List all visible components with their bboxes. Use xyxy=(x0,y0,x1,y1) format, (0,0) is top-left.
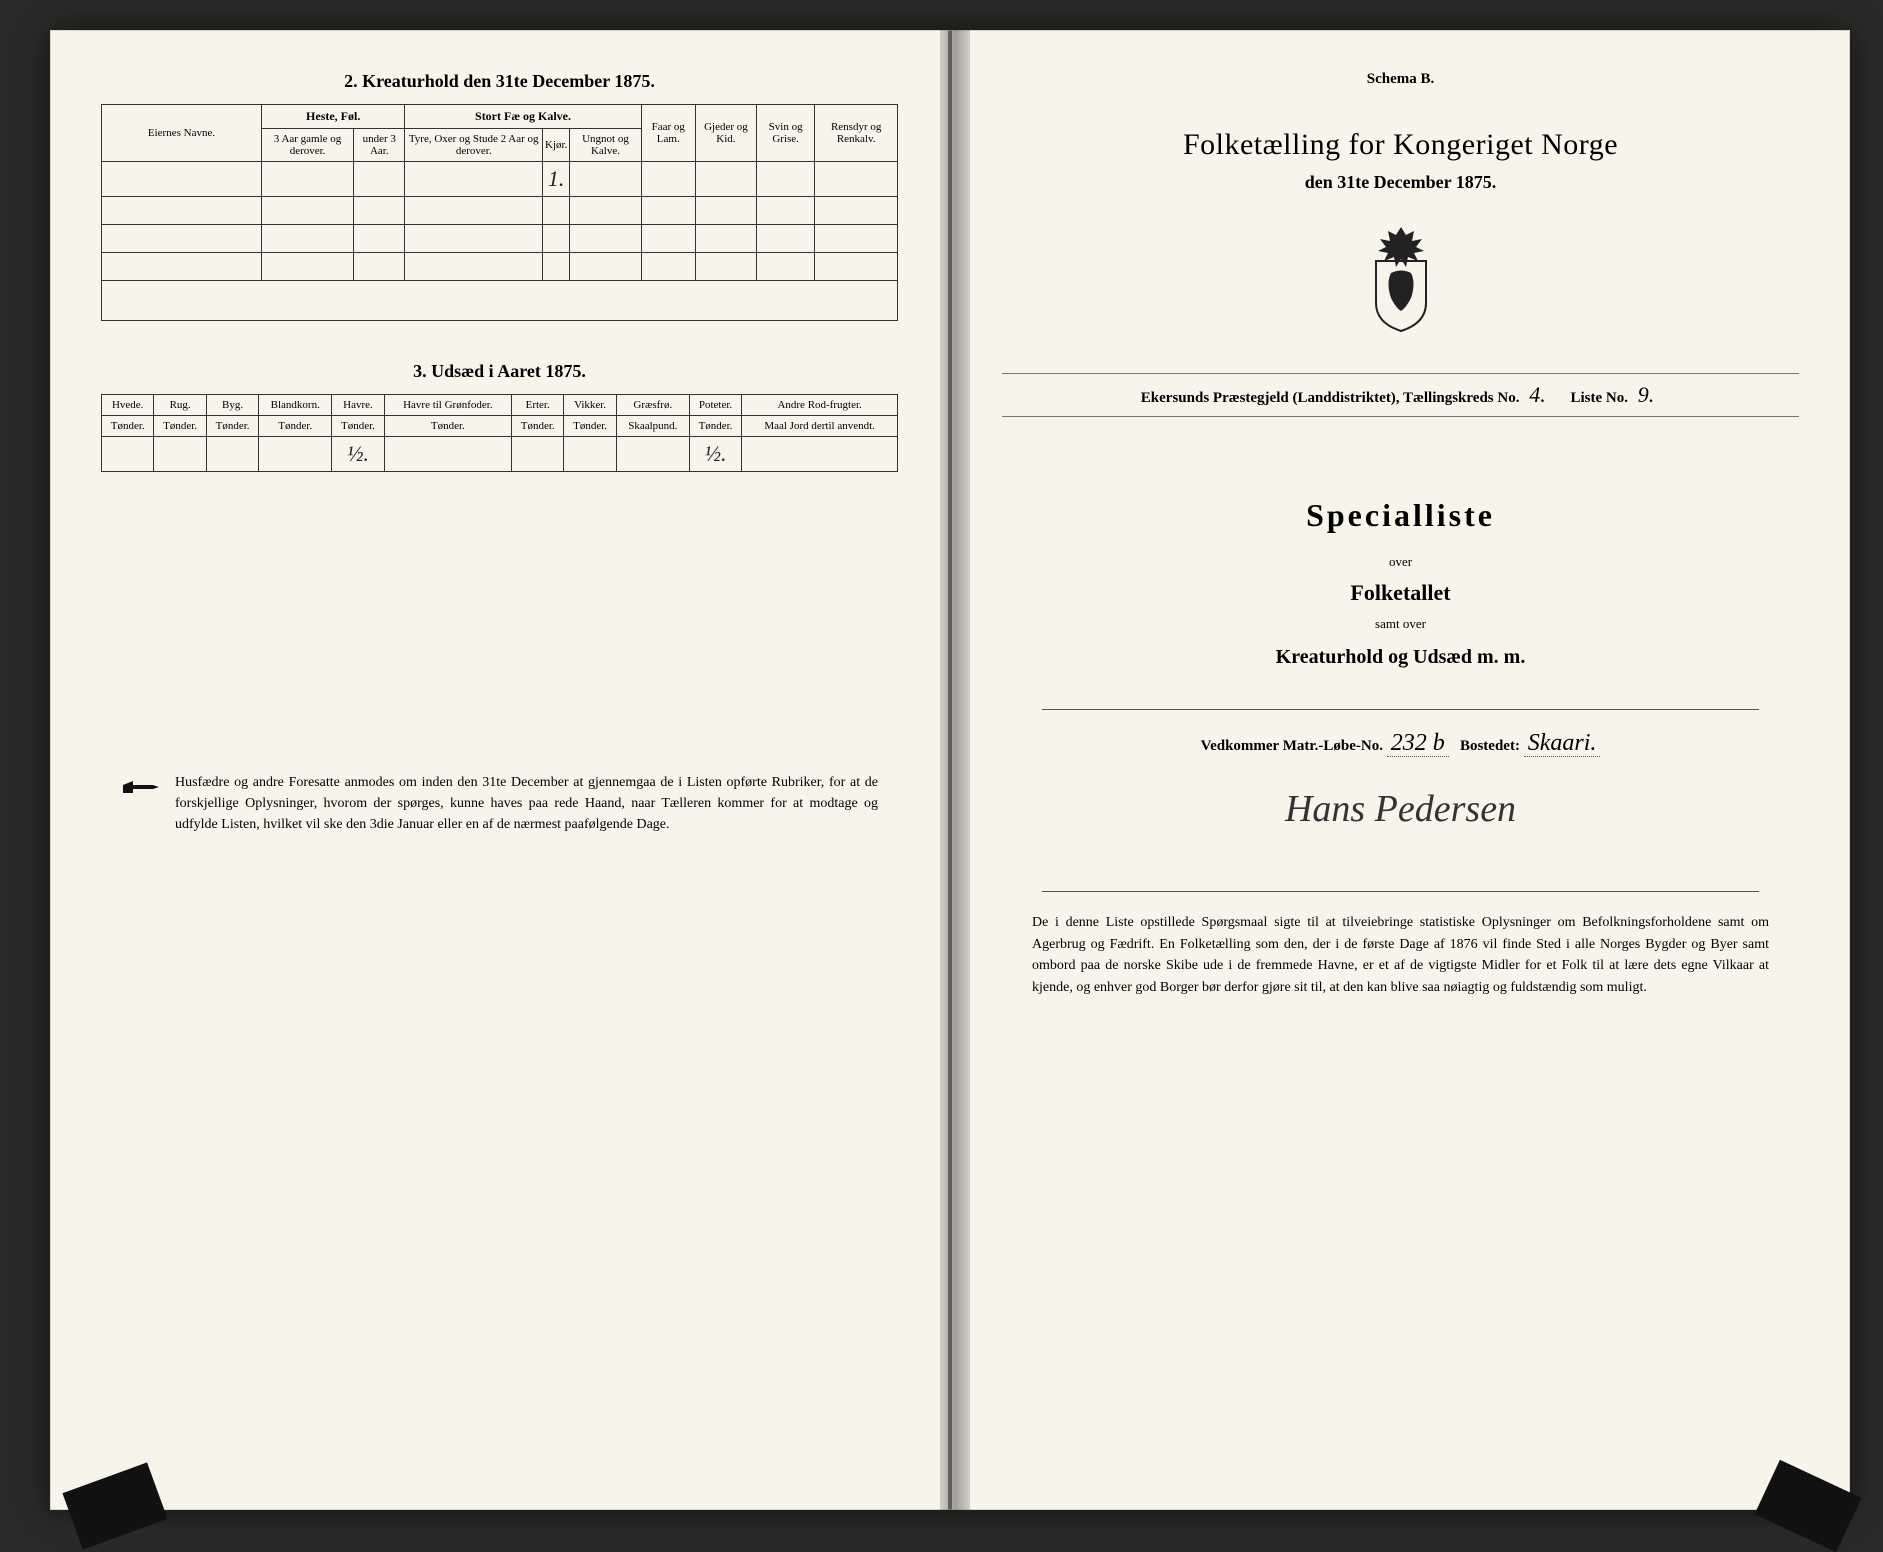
c-potet: Poteter. xyxy=(689,395,741,416)
divider xyxy=(1042,891,1759,892)
val-havre: ½. xyxy=(332,437,384,472)
table-row xyxy=(102,253,898,281)
samt-text: samt over xyxy=(1002,616,1799,632)
bottom-paragraph: De i denne Liste opstillede Spørgsmaal s… xyxy=(1002,912,1799,999)
coat-of-arms-icon xyxy=(1356,223,1446,333)
signature: Hans Pedersen xyxy=(1002,787,1799,831)
kreaturhold-table: Eiernes Navne. Heste, Føl. Stort Fæ og K… xyxy=(101,104,898,321)
col-fae-b: Kjør. xyxy=(543,129,570,162)
u-andre: Maal Jord dertil anvendt. xyxy=(742,416,898,437)
c-havre: Havre. xyxy=(332,395,384,416)
c-byg: Byg. xyxy=(206,395,258,416)
c-graes: Græsfrø. xyxy=(616,395,689,416)
col-heste-b: under 3 Aar. xyxy=(354,129,405,162)
c-hvede: Hvede. xyxy=(102,395,154,416)
c-rug: Rug. xyxy=(154,395,206,416)
table-row xyxy=(102,197,898,225)
val-potet: ½. xyxy=(689,437,741,472)
table-row: 1. xyxy=(102,162,898,197)
u-erter: Tønder. xyxy=(511,416,563,437)
u-havre2: Tønder. xyxy=(384,416,511,437)
table-row xyxy=(102,225,898,253)
book-spread: 2. Kreaturhold den 31te December 1875. E… xyxy=(50,30,1850,1510)
u-graes: Skaalpund. xyxy=(616,416,689,437)
divider xyxy=(1042,709,1759,710)
u-rug: Tønder. xyxy=(154,416,206,437)
section3-title: 3. Udsæd i Aaret 1875. xyxy=(101,361,898,382)
col-eier: Eiernes Navne. xyxy=(102,105,262,162)
c-erter: Erter. xyxy=(511,395,563,416)
u-byg: Tønder. xyxy=(206,416,258,437)
schema-label: Schema B. xyxy=(1002,71,1799,88)
col-heste-a: 3 Aar gamle og derover. xyxy=(262,129,354,162)
table-row xyxy=(102,281,898,321)
liste-no: 9. xyxy=(1632,382,1661,407)
matr-no: 232 b xyxy=(1387,730,1449,757)
col-fae-a: Tyre, Oxer og Stude 2 Aar og derover. xyxy=(405,129,543,162)
u-potet: Tønder. xyxy=(689,416,741,437)
bosted-label: Bostedet: xyxy=(1460,738,1520,754)
liste-label: Liste No. xyxy=(1570,390,1628,406)
bosted-val: Skaari. xyxy=(1524,730,1601,757)
vedkommer-line: Vedkommer Matr.-Løbe-No. 232 b Bostedet:… xyxy=(1002,730,1799,757)
kreds-no: 4. xyxy=(1523,382,1552,407)
u-havre: Tønder. xyxy=(332,416,384,437)
specialliste-title: Specialliste xyxy=(1002,497,1799,534)
col-svin: Svin og Grise. xyxy=(756,105,814,162)
vedk-label: Vedkommer Matr.-Løbe-No. xyxy=(1201,738,1383,754)
district-line: Ekersunds Præstegjeld (Landdistriktet), … xyxy=(1002,373,1799,417)
col-gjed: Gjeder og Kid. xyxy=(695,105,756,162)
c-vikker: Vikker. xyxy=(564,395,616,416)
c-andre: Andre Rod-frugter. xyxy=(742,395,898,416)
grp-fae: Stort Fæ og Kalve. xyxy=(405,105,641,129)
footnote-text: Husfædre og andre Foresatte anmodes om i… xyxy=(175,772,878,835)
grp-heste: Heste, Føl. xyxy=(262,105,405,129)
col-fae-c: Ungnot og Kalve. xyxy=(570,129,641,162)
district-text: Ekersunds Præstegjeld (Landdistriktet), … xyxy=(1141,390,1520,406)
table-row: ½. ½. xyxy=(102,437,898,472)
c-bland: Blandkorn. xyxy=(259,395,332,416)
kreaturhold-text: Kreaturhold og Udsæd m. m. xyxy=(1002,646,1799,669)
u-vikker: Tønder. xyxy=(564,416,616,437)
right-page: Schema B. Folketælling for Kongeriget No… xyxy=(950,30,1850,1510)
footnote: Husfædre og andre Foresatte anmodes om i… xyxy=(101,772,898,835)
val-kjor: 1. xyxy=(543,162,570,197)
section2-title: 2. Kreaturhold den 31te December 1875. xyxy=(101,71,898,92)
main-date: den 31te December 1875. xyxy=(1002,172,1799,193)
udsaed-table: Hvede. Rug. Byg. Blandkorn. Havre. Havre… xyxy=(101,394,898,472)
u-bland: Tønder. xyxy=(259,416,332,437)
col-faar: Faar og Lam. xyxy=(641,105,695,162)
folketallet-text: Folketallet xyxy=(1002,580,1799,606)
main-title: Folketælling for Kongeriget Norge xyxy=(1002,128,1799,162)
pointing-hand-icon xyxy=(121,775,161,799)
left-page: 2. Kreaturhold den 31te December 1875. E… xyxy=(50,30,950,1510)
c-havre2: Havre til Grønfoder. xyxy=(384,395,511,416)
col-ren: Rensdyr og Renkalv. xyxy=(815,105,898,162)
over-text: over xyxy=(1002,554,1799,570)
u-hvede: Tønder. xyxy=(102,416,154,437)
